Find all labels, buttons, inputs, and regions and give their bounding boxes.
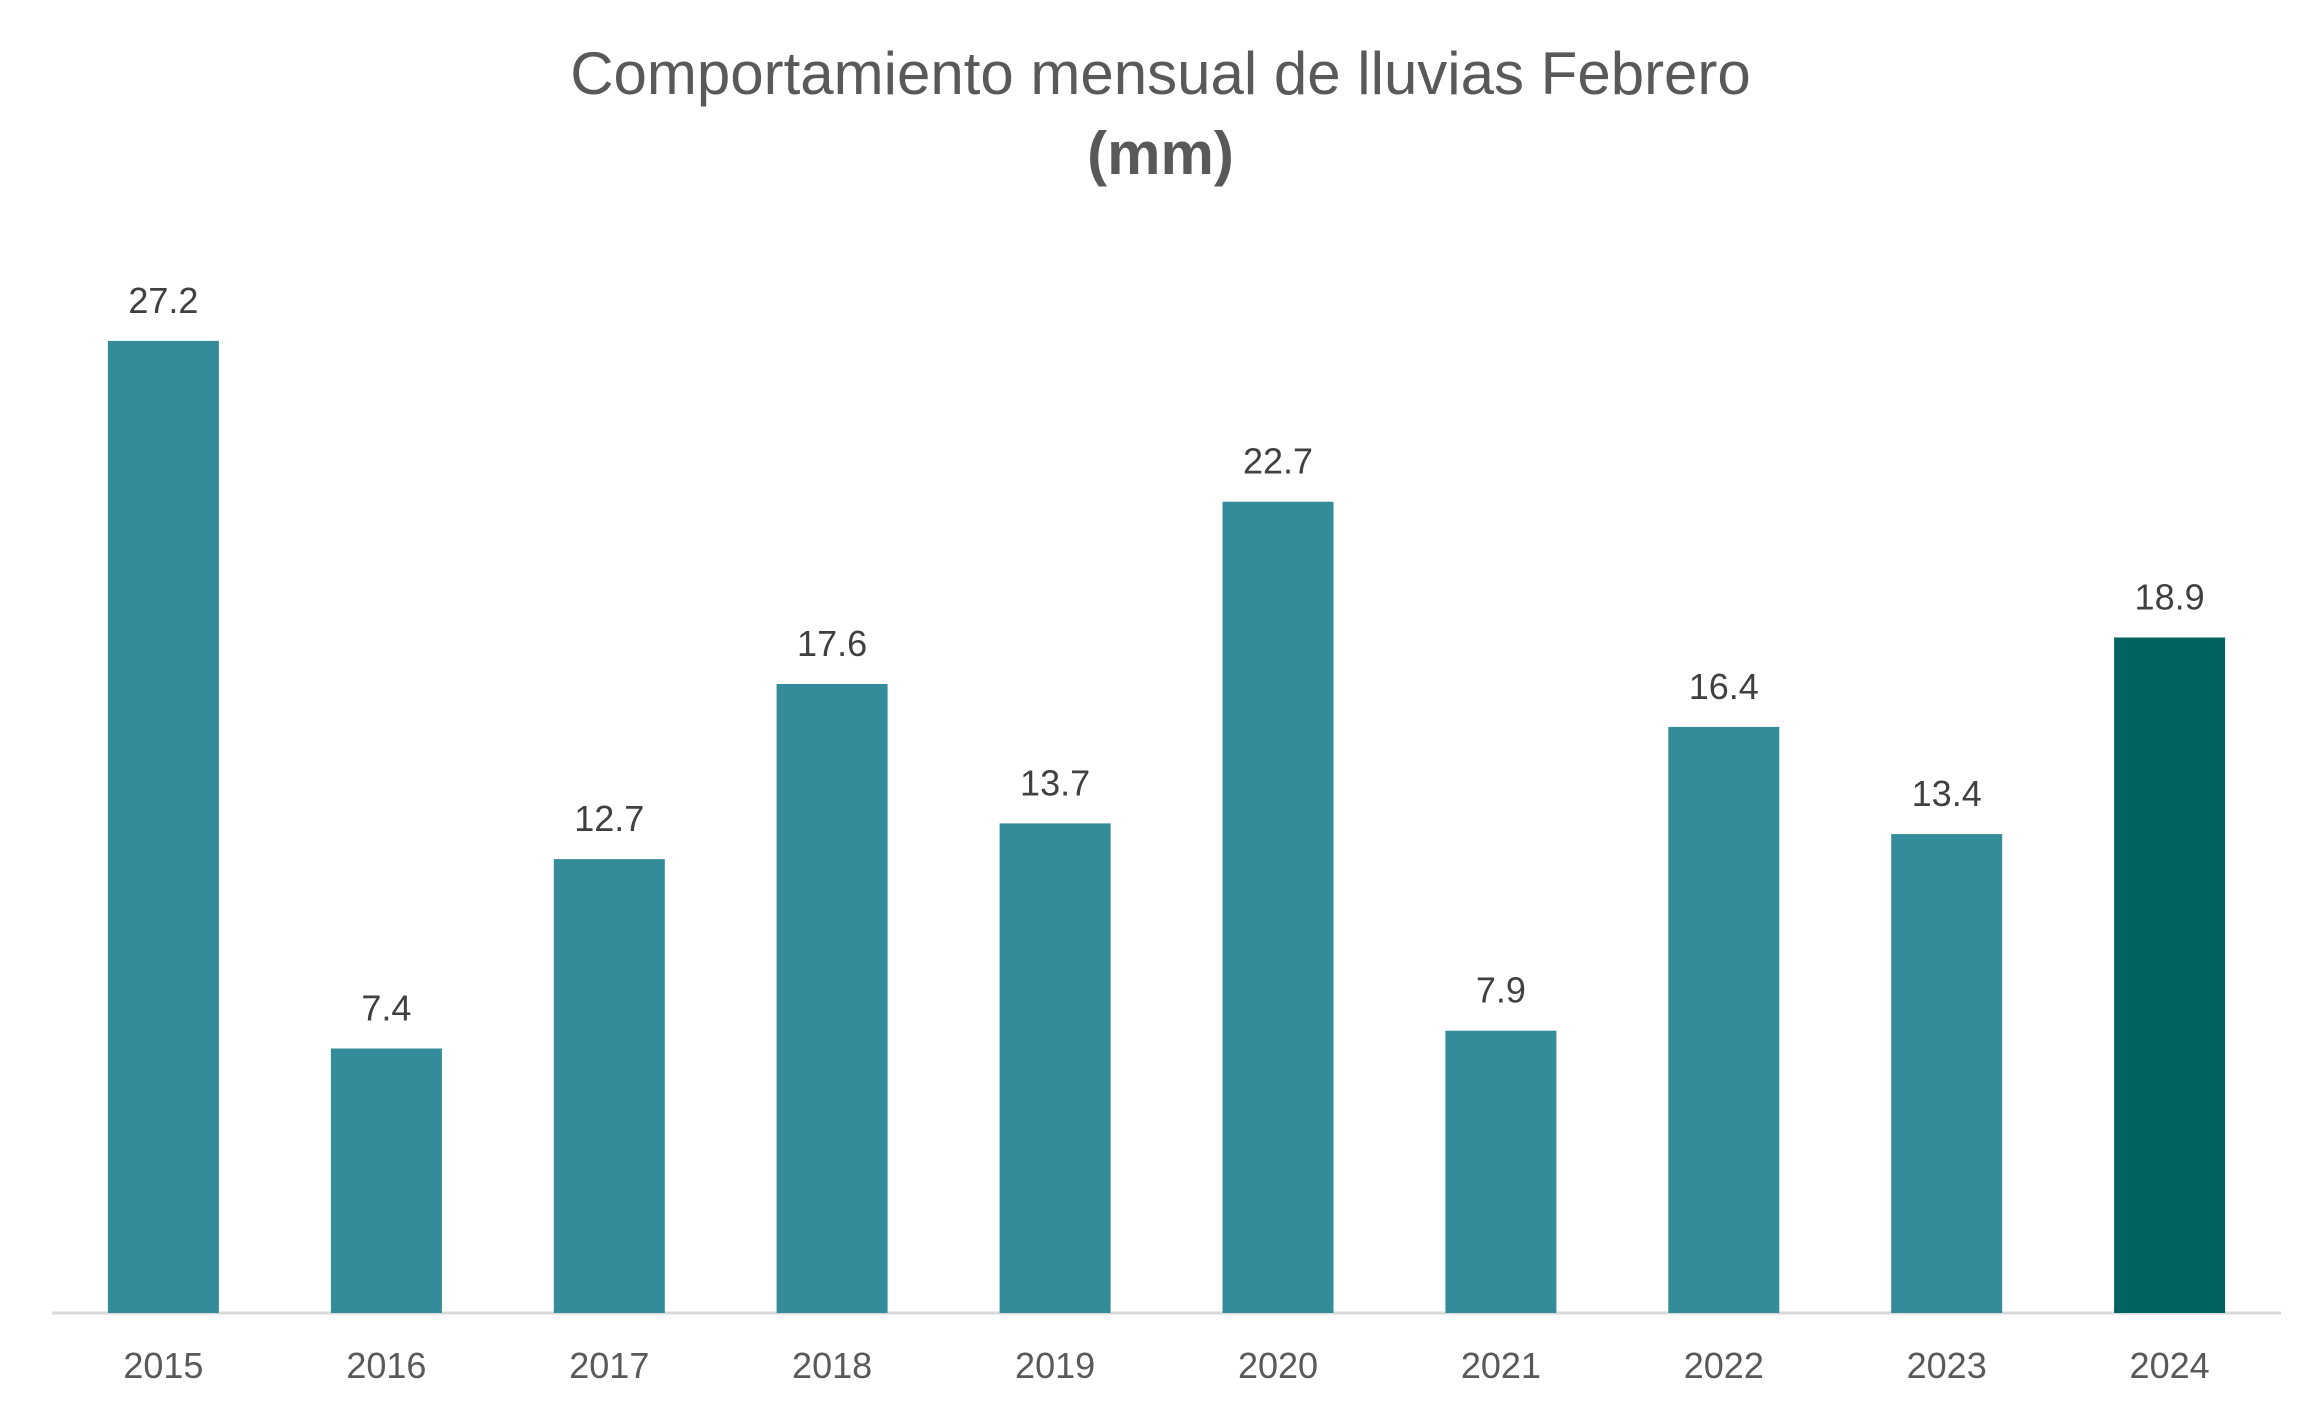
- data-label-2023: 13.4: [1912, 773, 1982, 814]
- x-tick-label-2021: 2021: [1461, 1345, 1541, 1386]
- x-tick-label-2019: 2019: [1015, 1345, 1095, 1386]
- bar-2022: [1668, 726, 1780, 1313]
- data-label-2020: 22.7: [1243, 441, 1313, 482]
- x-tick-label-2022: 2022: [1684, 1345, 1764, 1386]
- data-label-2021: 7.9: [1476, 970, 1526, 1011]
- data-label-2022: 16.4: [1689, 666, 1759, 707]
- x-tick-label-2024: 2024: [2130, 1345, 2210, 1386]
- x-tick-label-2017: 2017: [569, 1345, 649, 1386]
- data-label-2018: 17.6: [797, 623, 867, 664]
- data-label-2019: 13.7: [1020, 762, 1090, 803]
- bar-2015: [107, 340, 219, 1313]
- x-tick-label-2015: 2015: [123, 1345, 203, 1386]
- chart-subtitle: (mm): [1087, 120, 1234, 187]
- x-tick-label-2020: 2020: [1238, 1345, 1318, 1386]
- bar-2021: [1445, 1030, 1557, 1313]
- bar-2018: [776, 684, 888, 1313]
- data-label-2016: 7.4: [361, 988, 411, 1029]
- bar-2017: [553, 859, 665, 1313]
- x-tick-label-2016: 2016: [346, 1345, 426, 1386]
- data-label-2015: 27.2: [128, 280, 198, 321]
- x-tick-label-2018: 2018: [792, 1345, 872, 1386]
- bar-2024: [2114, 637, 2226, 1313]
- data-label-2024: 18.9: [2135, 577, 2205, 618]
- chart-title: Comportamiento mensual de lluvias Febrer…: [570, 40, 1751, 107]
- x-tick-label-2023: 2023: [1907, 1345, 1987, 1386]
- bar-2020: [1222, 501, 1334, 1313]
- bar-2016: [330, 1048, 442, 1313]
- bar-2019: [999, 823, 1111, 1313]
- bar-2023: [1891, 834, 2003, 1313]
- data-label-2017: 12.7: [574, 798, 644, 839]
